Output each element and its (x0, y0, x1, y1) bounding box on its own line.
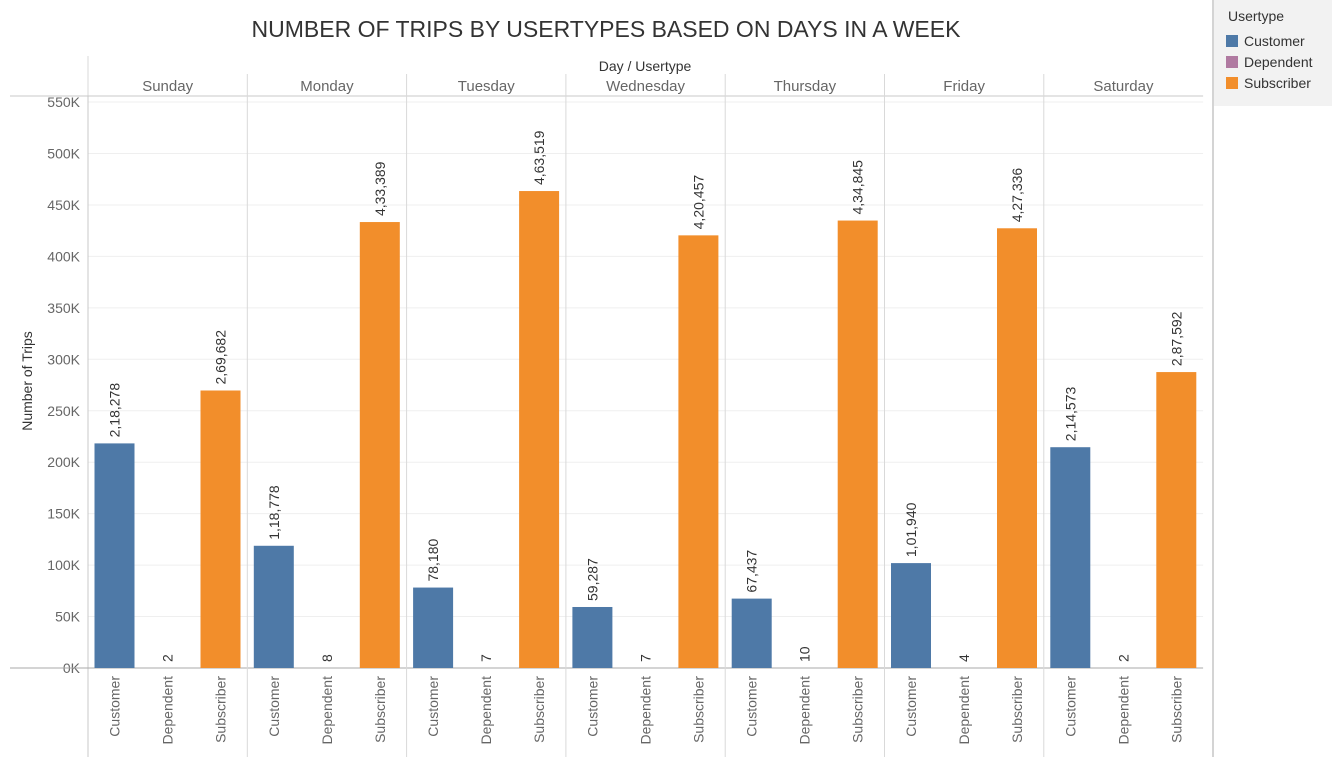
data-label-saturday-customer: 2,14,573 (1062, 386, 1078, 441)
day-header-friday: Friday (943, 78, 985, 95)
bar-chart: NUMBER OF TRIPS BY USERTYPES BASED ON DA… (0, 0, 1212, 757)
x-tick-label-friday-customer: Customer (903, 676, 919, 737)
y-tick-label-5: 250K (47, 403, 80, 419)
data-label-sunday-subscriber: 2,69,682 (213, 330, 229, 385)
y-tick-label-2: 100K (47, 557, 80, 573)
data-label-wednesday-customer: 59,287 (584, 558, 600, 601)
bar-saturday-subscriber (1156, 372, 1196, 668)
data-label-friday-subscriber: 4,27,336 (1009, 168, 1025, 223)
data-label-wednesday-subscriber: 4,20,457 (690, 175, 706, 230)
bar-sunday-customer (95, 443, 135, 668)
legend-label-dependent: Dependent (1244, 54, 1313, 70)
x-tick-label-saturday-customer: Customer (1062, 676, 1078, 737)
bar-monday-subscriber (360, 222, 400, 668)
data-label-tuesday-dependent: 7 (478, 654, 494, 662)
x-tick-label-monday-customer: Customer (266, 676, 282, 737)
legend-item-customer[interactable]: Customer (1214, 30, 1332, 51)
y-tick-label-8: 400K (47, 248, 80, 264)
day-header-thursday: Thursday (774, 78, 837, 95)
x-tick-label-friday-subscriber: Subscriber (1009, 676, 1025, 743)
day-header-wednesday: Wednesday (606, 78, 685, 95)
x-tick-label-sunday-customer: Customer (107, 676, 123, 737)
data-label-tuesday-customer: 78,180 (425, 539, 441, 582)
bar-wednesday-subscriber (678, 235, 718, 668)
data-label-wednesday-dependent: 7 (637, 654, 653, 662)
y-tick-label-9: 450K (47, 197, 80, 213)
legend-swatch-dependent (1226, 56, 1238, 68)
data-label-friday-dependent: 4 (956, 654, 972, 662)
day-header-monday: Monday (300, 78, 354, 95)
legend-item-subscriber[interactable]: Subscriber (1214, 72, 1332, 93)
data-label-monday-dependent: 8 (319, 654, 335, 662)
data-label-thursday-subscriber: 4,34,845 (850, 160, 866, 215)
bar-sunday-subscriber (201, 391, 241, 668)
y-tick-label-4: 200K (47, 454, 80, 470)
legend-label-subscriber: Subscriber (1244, 75, 1311, 91)
x-tick-label-monday-dependent: Dependent (319, 676, 335, 745)
bar-friday-customer (891, 563, 931, 668)
data-label-tuesday-subscriber: 4,63,519 (531, 130, 547, 185)
x-tick-label-tuesday-dependent: Dependent (478, 676, 494, 745)
data-label-thursday-customer: 67,437 (744, 550, 760, 593)
x-tick-label-wednesday-subscriber: Subscriber (690, 676, 706, 743)
bar-wednesday-customer (572, 607, 612, 668)
bar-saturday-customer (1050, 447, 1090, 668)
x-tick-label-friday-dependent: Dependent (956, 676, 972, 745)
chart-area: NUMBER OF TRIPS BY USERTYPES BASED ON DA… (0, 0, 1212, 757)
column-header: Day / Usertype (599, 58, 692, 74)
data-label-sunday-dependent: 2 (160, 654, 176, 662)
chart-title: NUMBER OF TRIPS BY USERTYPES BASED ON DA… (252, 16, 962, 42)
data-label-sunday-customer: 2,18,278 (107, 383, 123, 438)
bar-thursday-subscriber (838, 221, 878, 668)
y-tick-label-3: 150K (47, 506, 80, 522)
y-tick-label-1: 50K (55, 609, 81, 625)
bar-tuesday-customer (413, 588, 453, 668)
x-tick-label-monday-subscriber: Subscriber (372, 676, 388, 743)
data-label-thursday-dependent: 10 (797, 646, 813, 662)
data-label-saturday-dependent: 2 (1115, 654, 1131, 662)
x-tick-label-saturday-dependent: Dependent (1115, 676, 1131, 745)
y-tick-label-7: 350K (47, 300, 80, 316)
x-tick-label-tuesday-subscriber: Subscriber (531, 676, 547, 743)
y-tick-label-10: 500K (47, 146, 80, 162)
bar-thursday-customer (732, 599, 772, 668)
x-tick-label-thursday-customer: Customer (744, 676, 760, 737)
x-tick-label-wednesday-customer: Customer (584, 676, 600, 737)
legend-item-dependent[interactable]: Dependent (1214, 51, 1332, 72)
legend-title: Usertype (1214, 6, 1332, 30)
x-tick-label-sunday-subscriber: Subscriber (213, 676, 229, 743)
x-tick-label-saturday-subscriber: Subscriber (1168, 676, 1184, 743)
data-label-monday-customer: 1,18,778 (266, 485, 282, 540)
data-label-saturday-subscriber: 2,87,592 (1168, 311, 1184, 366)
legend-swatch-subscriber (1226, 77, 1238, 89)
day-header-tuesday: Tuesday (458, 78, 515, 95)
x-tick-label-wednesday-dependent: Dependent (637, 676, 653, 745)
x-tick-label-thursday-dependent: Dependent (797, 676, 813, 745)
bar-tuesday-subscriber (519, 191, 559, 668)
day-header-saturday: Saturday (1093, 78, 1154, 95)
bar-friday-subscriber (997, 228, 1037, 668)
bar-monday-customer (254, 546, 294, 668)
day-header-sunday: Sunday (142, 78, 193, 95)
data-label-friday-customer: 1,01,940 (903, 502, 919, 557)
x-tick-label-sunday-dependent: Dependent (160, 676, 176, 745)
x-tick-label-tuesday-customer: Customer (425, 676, 441, 737)
legend-label-customer: Customer (1244, 33, 1305, 49)
legend: Usertype Customer Dependent Subscriber (1212, 0, 1332, 757)
data-label-monday-subscriber: 4,33,389 (372, 161, 388, 216)
x-tick-label-thursday-subscriber: Subscriber (850, 676, 866, 743)
y-axis-label: Number of Trips (19, 331, 35, 431)
legend-swatch-customer (1226, 35, 1238, 47)
y-tick-label-6: 300K (47, 351, 80, 367)
